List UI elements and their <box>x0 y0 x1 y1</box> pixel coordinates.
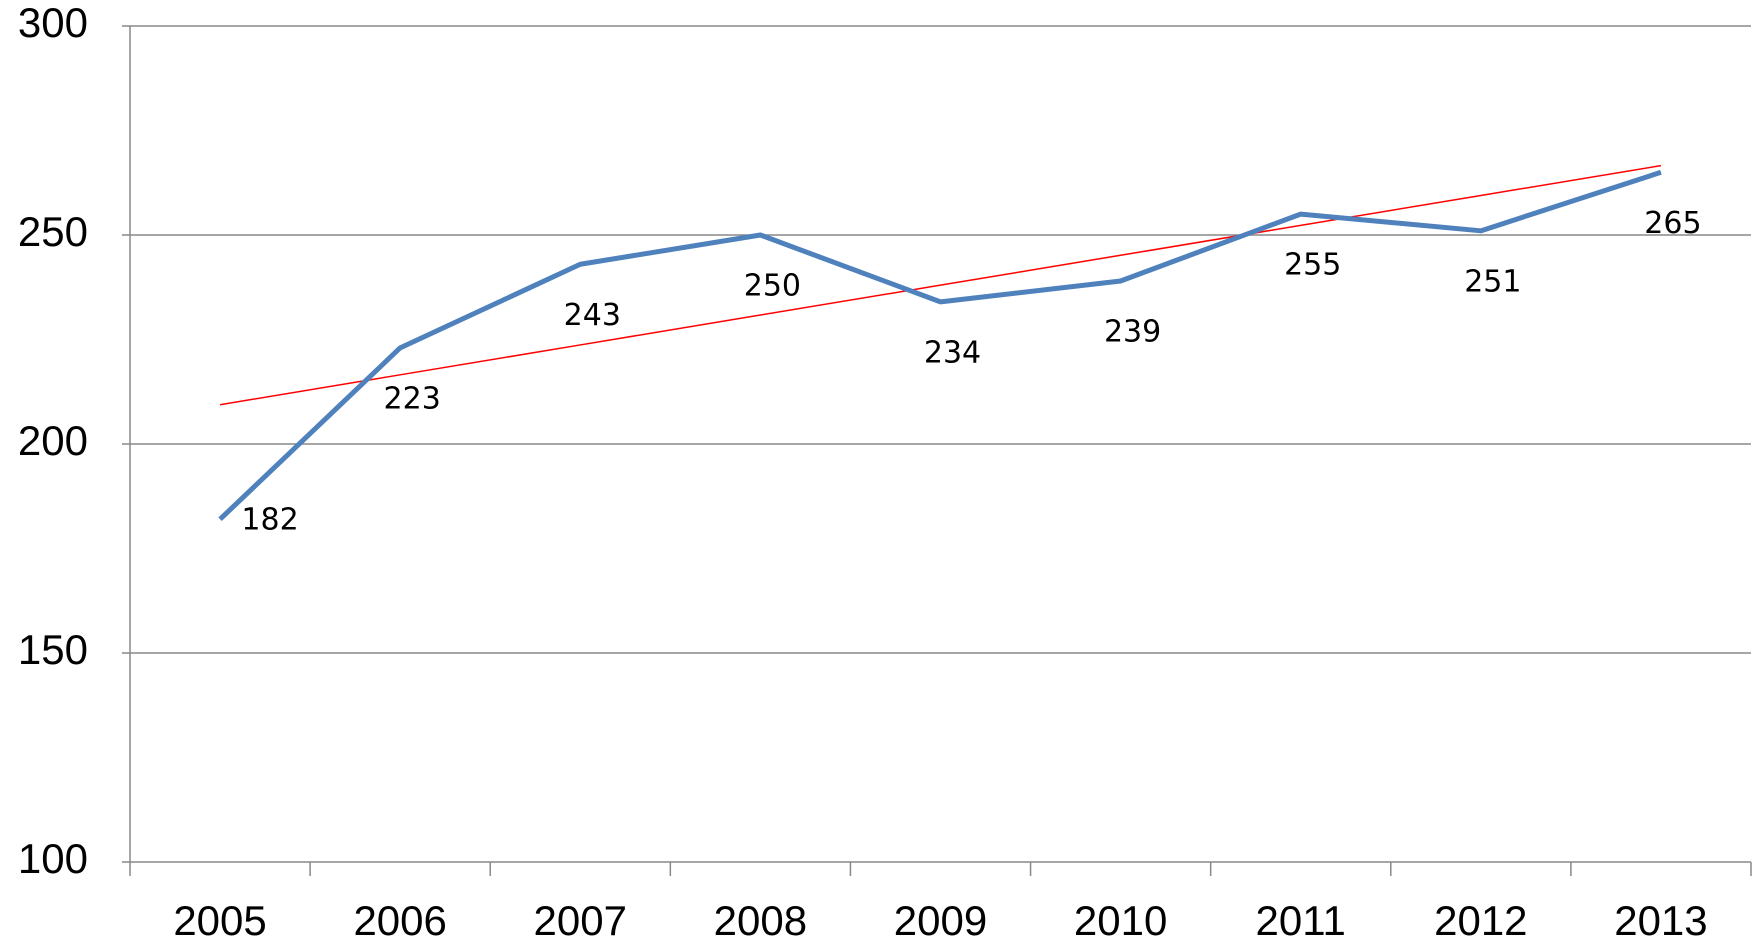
x-tick-label: 2008 <box>714 897 807 944</box>
y-tick-label: 100 <box>18 835 88 882</box>
data-label: 250 <box>744 269 801 304</box>
x-tick-label: 2013 <box>1614 897 1707 944</box>
y-tick-label: 300 <box>18 0 88 46</box>
x-tick-label: 2011 <box>1256 897 1346 944</box>
data-label: 251 <box>1464 264 1521 299</box>
y-tick-label: 200 <box>18 417 88 464</box>
x-tick-label: 2010 <box>1074 897 1167 944</box>
data-label: 255 <box>1284 248 1341 283</box>
x-tick-label: 2009 <box>894 897 987 944</box>
data-label: 243 <box>564 298 621 333</box>
data-label: 182 <box>241 503 298 538</box>
y-tick-label: 150 <box>18 626 88 673</box>
data-label: 234 <box>924 335 981 370</box>
x-tick-label: 2006 <box>353 897 446 944</box>
data-label: 265 <box>1644 206 1701 241</box>
y-tick-label: 250 <box>18 208 88 255</box>
data-label: 239 <box>1104 314 1161 349</box>
x-tick-label: 2007 <box>534 897 627 944</box>
data-label: 223 <box>384 381 441 416</box>
x-tick-label: 2012 <box>1434 897 1527 944</box>
line <box>218 169 1662 522</box>
trendline <box>219 164 1662 406</box>
x-tick-label: 2005 <box>173 897 266 944</box>
